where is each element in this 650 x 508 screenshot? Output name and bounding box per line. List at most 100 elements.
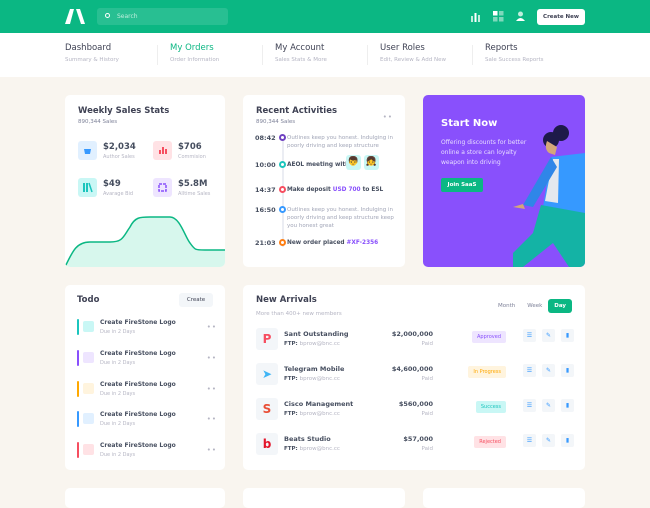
- tab-week[interactable]: Week: [527, 303, 543, 309]
- create-new-button[interactable]: Create New: [537, 9, 585, 25]
- activity-text: to ESL: [360, 187, 384, 193]
- tab-day[interactable]: Day: [548, 299, 572, 313]
- ftp-label: FTP:: [284, 376, 298, 382]
- nav-subtitle: Sales Stats & More: [275, 57, 327, 63]
- stat-author-sales: $2,034 Author Sales: [78, 141, 148, 161]
- main-nav: Dashboard Summary & History My Orders Orde…: [0, 33, 650, 77]
- ftp-email: bprow@bnc.cc: [299, 376, 340, 382]
- activity-text: AEOL meeting with: [287, 162, 350, 168]
- user-icon[interactable]: [515, 11, 526, 22]
- promo-title: Start Now: [441, 118, 498, 129]
- more-icon[interactable]: ••: [206, 446, 217, 454]
- amount: $4,600,000: [391, 365, 433, 373]
- todo-color-bar: [77, 381, 79, 397]
- edit-icon[interactable]: ✎: [542, 364, 555, 377]
- todo-checkbox[interactable]: [83, 352, 94, 363]
- order-link[interactable]: #XF-2356: [346, 240, 379, 246]
- amount: $2,000,000: [391, 330, 433, 338]
- edit-icon[interactable]: ✎: [542, 434, 555, 447]
- todo-checkbox[interactable]: [83, 444, 94, 455]
- timeline-dot: [279, 239, 286, 246]
- grid-icon[interactable]: [493, 11, 504, 22]
- activity-highlight[interactable]: USD 700: [332, 187, 361, 193]
- more-icon[interactable]: ••: [206, 385, 217, 393]
- view-icon[interactable]: ☰: [523, 329, 536, 342]
- delete-icon[interactable]: ▮: [561, 364, 574, 377]
- view-icon[interactable]: ☰: [523, 434, 536, 447]
- search-placeholder: Search: [117, 13, 138, 20]
- todo-item[interactable]: Create FireStone Logo Due in 2 Days ••: [77, 319, 217, 337]
- todo-due: Due in 2 Days: [100, 360, 136, 366]
- ftp-label: FTP:: [284, 446, 298, 452]
- todo-name: Create FireStone Logo: [100, 381, 176, 388]
- company-name[interactable]: Beats Studio: [284, 435, 331, 443]
- nav-user-roles[interactable]: User Roles Edit, Review & Add New: [380, 43, 446, 67]
- card-subtitle: 890,344 Sales: [78, 119, 118, 125]
- ftp-info: FTP: bprow@bnc.cc: [284, 341, 340, 347]
- chart-icon: [153, 141, 172, 160]
- stat-commision: $706 Commision: [153, 141, 223, 161]
- more-icon[interactable]: ••: [382, 113, 393, 121]
- status-badge: Success: [475, 401, 506, 413]
- create-todo-button[interactable]: Create: [179, 293, 213, 307]
- edit-icon[interactable]: ✎: [542, 399, 555, 412]
- company-name[interactable]: Sant Outstanding: [284, 330, 349, 338]
- nav-title: My Account: [275, 43, 325, 53]
- card-title: New Arrivals: [256, 295, 317, 305]
- nav-my-account[interactable]: My Account Sales Stats & More: [275, 43, 327, 67]
- todo-checkbox[interactable]: [83, 321, 94, 332]
- nav-title: User Roles: [380, 43, 425, 53]
- more-icon[interactable]: ••: [206, 415, 217, 423]
- bar-chart-icon[interactable]: [470, 11, 481, 22]
- card-title: Todo: [77, 295, 100, 305]
- new-arrivals-card: New Arrivals More than 400+ new members …: [243, 285, 585, 470]
- company-name[interactable]: Cisco Management: [284, 400, 354, 408]
- activity-time: 08:42: [255, 134, 276, 142]
- nav-reports[interactable]: Reports Sale Success Reports: [485, 43, 544, 67]
- delete-icon[interactable]: ▮: [561, 399, 574, 412]
- frame-icon: [153, 178, 172, 197]
- arrival-row: b Beats Studio FTP: bprow@bnc.cc $57,000…: [256, 433, 585, 457]
- todo-item[interactable]: Create FireStone Logo Due in 2 Days ••: [77, 411, 217, 429]
- recent-activities-card: Recent Activities 890,344 Sales •• 08:42…: [243, 95, 405, 267]
- ftp-info: FTP: bprow@bnc.cc: [284, 446, 340, 452]
- todo-name: Create FireStone Logo: [100, 350, 176, 357]
- nav-my-orders[interactable]: My Orders Order Information: [170, 43, 219, 67]
- todo-color-bar: [77, 319, 79, 335]
- arrival-row: P Sant Outstanding FTP: bprow@bnc.cc $2,…: [256, 328, 585, 352]
- avatar[interactable]: 👧: [364, 155, 379, 170]
- ftp-email: bprow@bnc.cc: [299, 341, 340, 347]
- stat-label: Author Sales: [103, 154, 135, 160]
- start-now-card: Start Now Offering discounts for better …: [423, 95, 585, 267]
- edit-icon[interactable]: ✎: [542, 329, 555, 342]
- card-subtitle: 890,344 Sales: [256, 119, 296, 125]
- ftp-info: FTP: bprow@bnc.cc: [284, 411, 340, 417]
- todo-item[interactable]: Create FireStone Logo Due in 2 Days ••: [77, 381, 217, 399]
- logo-icon[interactable]: [65, 9, 85, 24]
- avatar[interactable]: 👦: [346, 155, 361, 170]
- join-saas-button[interactable]: Join SaaS: [441, 178, 483, 192]
- activity-time: 21:03: [255, 239, 276, 247]
- basket-icon: [78, 141, 97, 160]
- nav-dashboard[interactable]: Dashboard Summary & History: [65, 43, 119, 67]
- company-name[interactable]: Telegram Mobile: [284, 365, 345, 373]
- delete-icon[interactable]: ▮: [561, 329, 574, 342]
- ftp-label: FTP:: [284, 411, 298, 417]
- view-icon[interactable]: ☰: [523, 364, 536, 377]
- view-icon[interactable]: ☰: [523, 399, 536, 412]
- todo-item[interactable]: Create FireStone Logo Due in 2 Days ••: [77, 442, 217, 460]
- todo-checkbox[interactable]: [83, 413, 94, 424]
- todo-color-bar: [77, 442, 79, 458]
- more-icon[interactable]: ••: [206, 354, 217, 362]
- tab-month[interactable]: Month: [497, 303, 516, 309]
- todo-item[interactable]: Create FireStone Logo Due in 2 Days ••: [77, 350, 217, 368]
- nav-title: Reports: [485, 43, 518, 53]
- activity-time: 14:37: [255, 186, 276, 194]
- stat-value: $49: [103, 179, 121, 189]
- more-icon[interactable]: ••: [206, 323, 217, 331]
- search-input[interactable]: Search: [97, 8, 228, 25]
- todo-checkbox[interactable]: [83, 383, 94, 394]
- delete-icon[interactable]: ▮: [561, 434, 574, 447]
- stat-label: Alltime Sales: [178, 191, 211, 197]
- library-icon: [78, 178, 97, 197]
